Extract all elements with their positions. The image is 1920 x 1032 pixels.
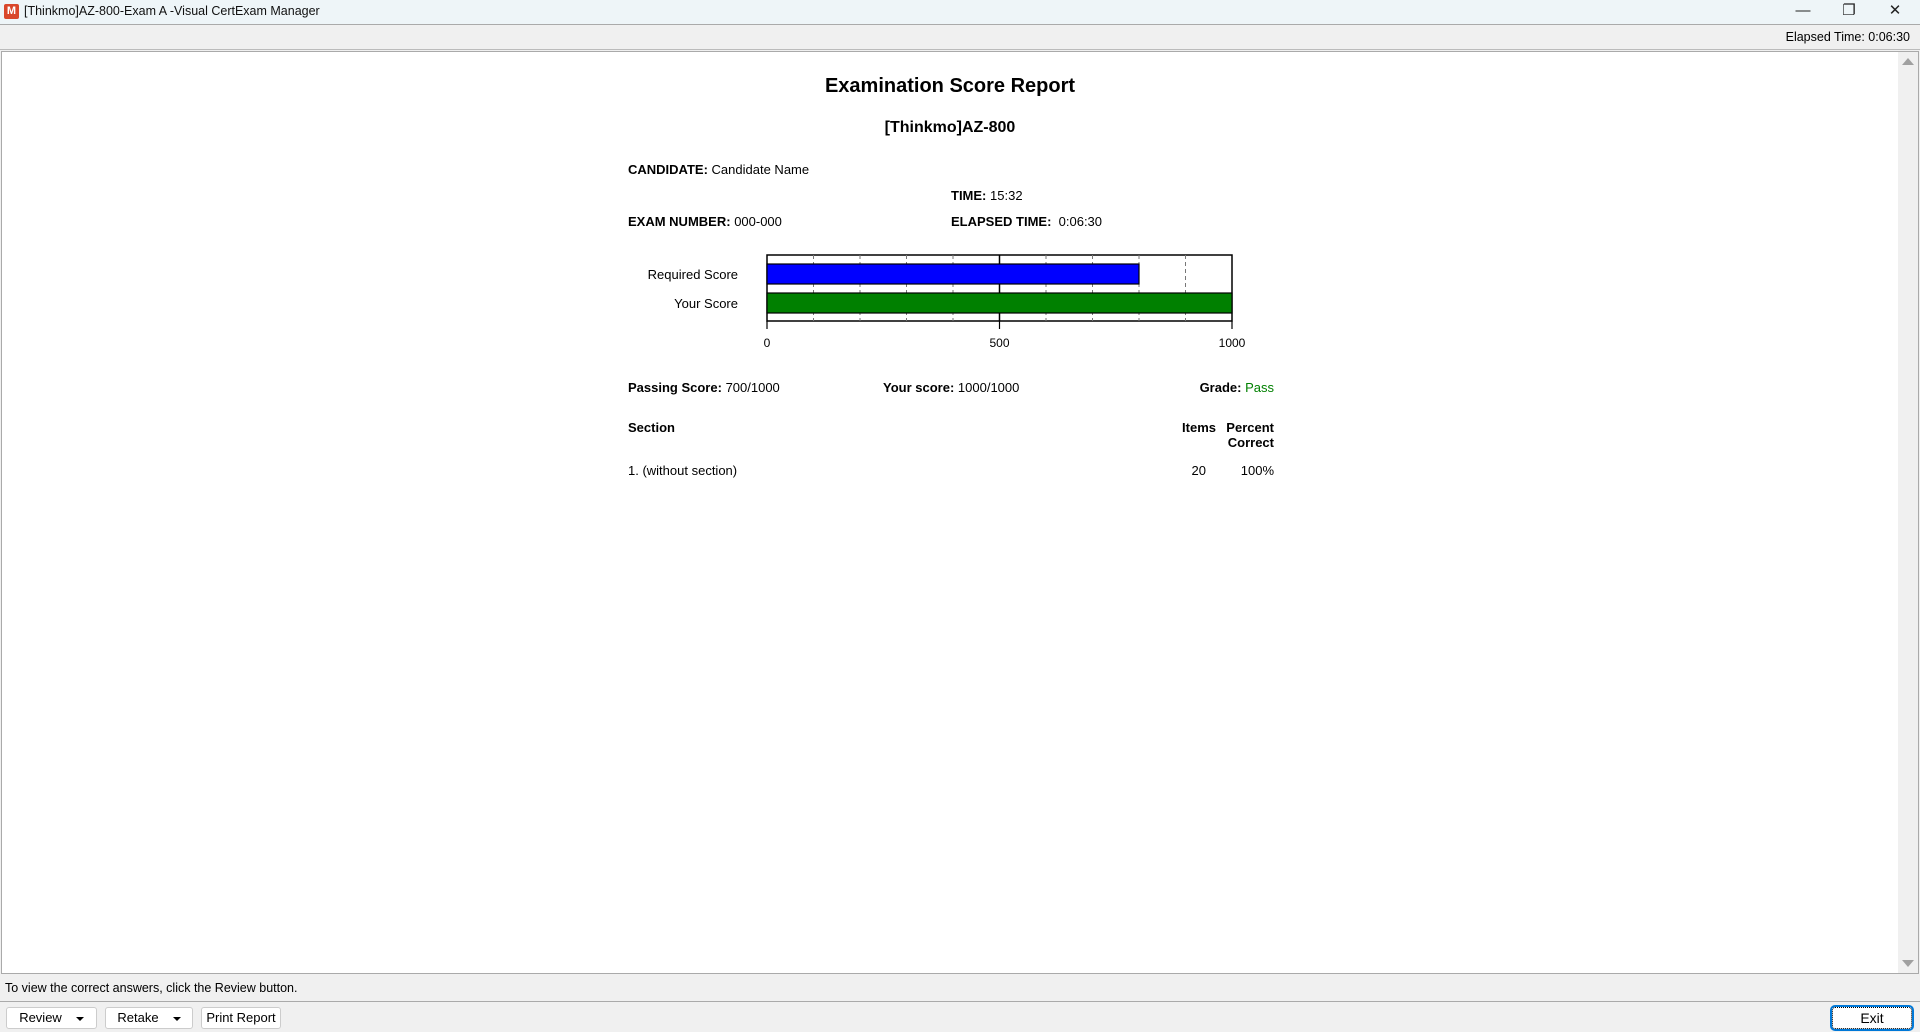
- score-chart: Required Score Your Score 0 500 1000: [648, 254, 1246, 350]
- tick-label: 500: [989, 336, 1009, 350]
- app-icon: M: [4, 4, 19, 19]
- grade-label: Grade:: [1199, 380, 1242, 395]
- section-header: Section: [628, 420, 675, 435]
- category-label: Your Score: [674, 296, 738, 311]
- percent-header-line2: Correct: [1227, 435, 1274, 450]
- grade-row: Grade: Pass: [1200, 380, 1274, 395]
- scroll-down-icon[interactable]: [1902, 960, 1914, 967]
- passing-row: Passing Score: 700/1000: [628, 380, 780, 395]
- retake-label: Retake: [117, 1010, 159, 1025]
- restore-button[interactable]: ❐: [1842, 2, 1856, 19]
- percent-header-line1: Percent: [1226, 420, 1274, 435]
- report-title: Examination Score Report: [824, 75, 1076, 97]
- retake-button[interactable]: Retake: [105, 1007, 193, 1029]
- title-bar: M [Thinkmo]AZ-800-Exam A -Visual CertExa…: [0, 0, 1920, 24]
- exam-number-row: EXAM NUMBER: 000-000: [628, 214, 782, 229]
- exam-number-label: EXAM NUMBER:: [628, 214, 731, 229]
- hint-message: To view the correct answers, click the R…: [5, 981, 298, 995]
- bar-your-score: [766, 292, 1233, 314]
- passing-value: 700/1000: [725, 380, 780, 395]
- tick-label: 1000: [1219, 336, 1246, 350]
- section-percent: 100%: [1240, 463, 1274, 478]
- chevron-down-icon: [172, 1016, 181, 1021]
- tick-label: 0: [764, 336, 771, 350]
- elapsed-label: ELAPSED TIME:: [951, 214, 1052, 229]
- your-score-label: Your score:: [883, 380, 955, 395]
- category-label: Required Score: [648, 267, 738, 282]
- time-row: TIME: 15:32: [951, 188, 1023, 203]
- section-name: 1. (without section): [628, 463, 738, 478]
- review-button[interactable]: Review: [6, 1007, 97, 1029]
- section-items: 20: [1191, 463, 1206, 478]
- close-button[interactable]: ✕: [1888, 2, 1902, 19]
- button-bar: Review Retake Print Report Exit: [0, 1001, 1920, 1032]
- candidate-value: Candidate Name: [711, 162, 810, 177]
- your-score-value: 1000/1000: [957, 380, 1020, 395]
- bar-required-score: [766, 263, 1140, 285]
- your-score-row: Your score: 1000/1000: [883, 380, 1019, 395]
- items-header: Items: [1182, 420, 1216, 435]
- elapsed-value: 0:06:30: [1058, 214, 1103, 229]
- exam-number-value: 000-000: [734, 214, 782, 229]
- print-report-button[interactable]: Print Report: [201, 1007, 281, 1029]
- elapsed-row: ELAPSED TIME: 0:06:30: [951, 214, 1102, 229]
- passing-label: Passing Score:: [628, 380, 722, 395]
- time-label: TIME:: [951, 188, 987, 203]
- grade-value: Pass: [1245, 380, 1274, 395]
- time-value: 15:32: [990, 188, 1023, 203]
- exit-button[interactable]: Exit: [1830, 1005, 1914, 1031]
- percent-correct-header: Percent Correct: [1226, 420, 1274, 450]
- report-view: [1, 51, 1919, 974]
- status-strip: Elapsed Time: 0:06:30: [0, 24, 1920, 50]
- exam-name: [Thinkmo]AZ-800: [884, 119, 1016, 136]
- chevron-down-icon: [75, 1016, 84, 1021]
- review-label: Review: [19, 1010, 62, 1025]
- scroll-up-icon[interactable]: [1902, 58, 1914, 65]
- candidate-row: CANDIDATE: Candidate Name: [628, 162, 809, 177]
- minimize-button[interactable]: —: [1795, 2, 1811, 19]
- elapsed-time-status: Elapsed Time: 0:06:30: [1785, 30, 1910, 44]
- vertical-scrollbar[interactable]: [1898, 52, 1918, 973]
- window-title: [Thinkmo]AZ-800-Exam A -Visual CertExam …: [24, 4, 320, 18]
- candidate-label: CANDIDATE:: [628, 162, 708, 177]
